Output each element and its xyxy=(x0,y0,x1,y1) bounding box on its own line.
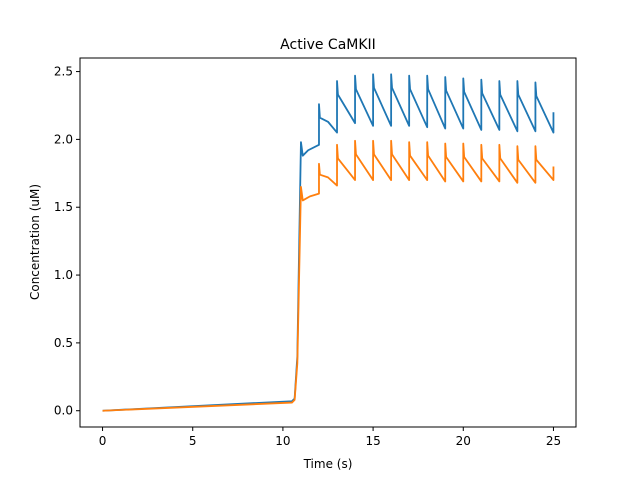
series-layer xyxy=(102,73,555,412)
series-line-1 xyxy=(102,73,555,412)
series-line-2 xyxy=(102,139,555,412)
y-axis: 0.0 0.5 1.0 1.5 2.0 2.5 xyxy=(54,65,80,418)
x-tick-label: 0 xyxy=(99,434,107,448)
plot-frame xyxy=(79,57,577,428)
y-tick-label: 0.0 xyxy=(54,404,73,418)
x-tick-label: 10 xyxy=(275,434,290,448)
y-axis-label: Concentration (uM) xyxy=(28,184,42,300)
y-tick-label: 2.5 xyxy=(54,65,73,79)
y-tick-label: 1.5 xyxy=(54,200,73,214)
x-tick-label: 20 xyxy=(456,434,471,448)
x-tick-label: 15 xyxy=(365,434,380,448)
x-tick-label: 5 xyxy=(189,434,197,448)
x-axis-label: Time (s) xyxy=(303,457,353,471)
x-tick-label: 25 xyxy=(546,434,561,448)
x-axis: 0 5 10 15 20 25 xyxy=(99,427,561,448)
chart-title: Active CaMKII xyxy=(280,37,376,53)
y-tick-label: 0.5 xyxy=(54,336,73,350)
y-tick-label: 1.0 xyxy=(54,268,73,282)
y-tick-label: 2.0 xyxy=(54,132,73,146)
